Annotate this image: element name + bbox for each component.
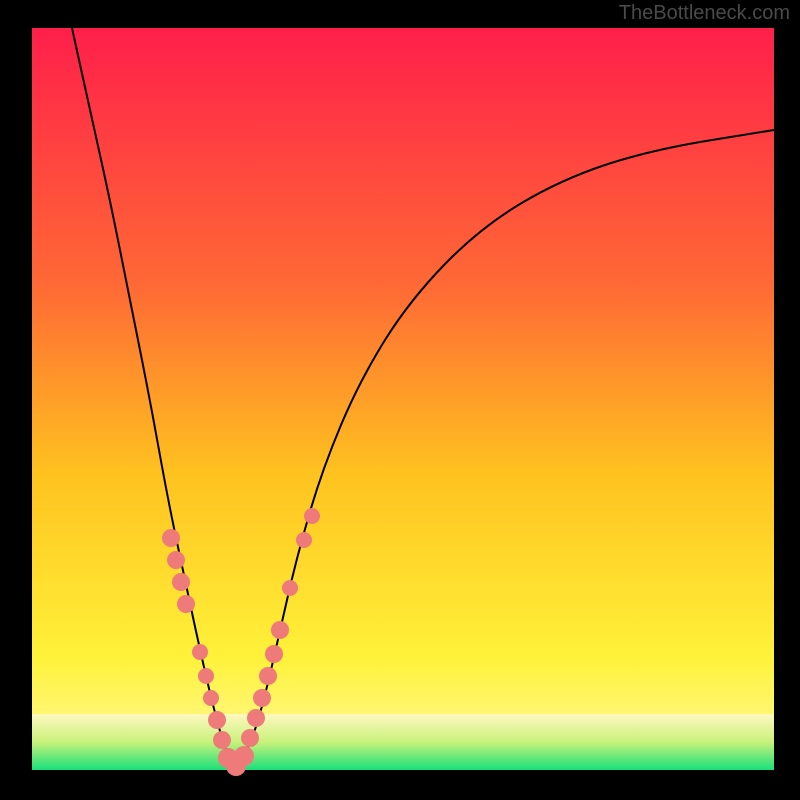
data-marker (282, 580, 298, 596)
data-marker (208, 711, 226, 729)
data-marker (241, 729, 259, 747)
chart-container: TheBottleneck.com (0, 0, 800, 800)
data-marker (304, 508, 320, 524)
data-marker (253, 689, 271, 707)
data-marker (247, 709, 265, 727)
data-marker (167, 551, 185, 569)
data-marker (192, 644, 208, 660)
v-curve-left-branch (72, 28, 234, 766)
data-marker (172, 573, 190, 591)
data-marker (259, 667, 277, 685)
data-marker (162, 529, 180, 547)
data-marker (213, 731, 231, 749)
watermark-text: TheBottleneck.com (619, 2, 790, 25)
v-curve-right-branch (234, 130, 774, 766)
data-marker (177, 595, 195, 613)
data-marker (271, 621, 289, 639)
data-marker (296, 532, 312, 548)
data-marker (203, 690, 219, 706)
data-marker (265, 645, 283, 663)
data-marker (234, 746, 254, 766)
data-markers-group (162, 508, 320, 776)
data-marker (198, 668, 214, 684)
curve-overlay (0, 0, 800, 800)
